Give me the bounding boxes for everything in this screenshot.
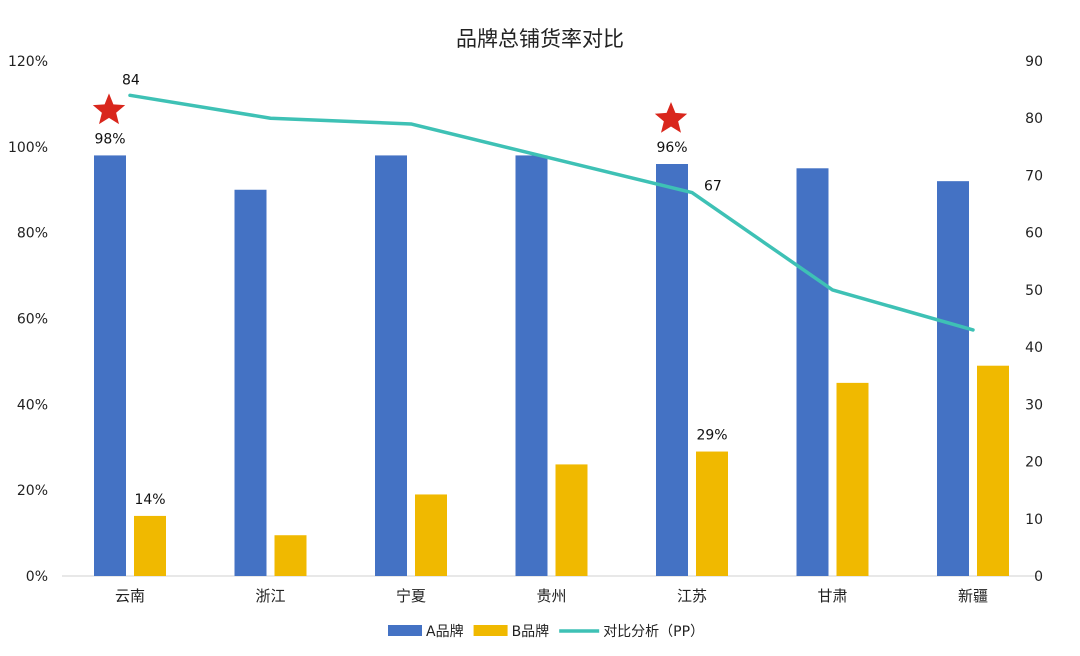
right-axis: 0 10 20 30 40 50 60 70 80 90 — [1025, 54, 1043, 585]
legend-swatch-1 — [473, 625, 508, 636]
bar-b-5 — [836, 382, 869, 576]
legend-label-1: B品牌 — [512, 623, 550, 640]
bar-b-6 — [977, 365, 1009, 576]
right-tick-label: 20 — [1025, 455, 1043, 471]
legend-label-2: 对比分析（PP） — [603, 624, 704, 640]
category-labels: 云南 浙江 宁夏 贵州 江苏 甘肃 新疆 — [115, 587, 988, 605]
line-layer — [128, 93, 975, 332]
right-tick-label: 50 — [1025, 283, 1043, 299]
right-tick-label: 60 — [1025, 226, 1043, 242]
bar-b-0 — [134, 515, 166, 576]
category-label: 贵州 — [536, 587, 566, 605]
bar-a-1 — [234, 189, 267, 576]
right-tick-label: 10 — [1025, 512, 1043, 528]
data-label: 67 — [704, 179, 722, 195]
right-tick-label: 30 — [1025, 397, 1043, 413]
data-label: 84 — [122, 72, 140, 88]
legend-swatch-0 — [388, 625, 422, 636]
star-marker-icon — [92, 93, 126, 125]
right-tick-label: 90 — [1025, 54, 1043, 70]
data-label: 96% — [656, 140, 687, 156]
data-label: 14% — [134, 492, 165, 508]
right-tick-label: 40 — [1025, 340, 1043, 356]
bar-a-3 — [515, 155, 548, 576]
category-label: 云南 — [115, 587, 145, 605]
right-tick-label: 0 — [1034, 569, 1043, 585]
bars-layer — [94, 155, 1009, 576]
bar-a-0 — [94, 155, 126, 576]
category-label: 甘肃 — [817, 587, 847, 605]
data-label: 29% — [696, 428, 727, 444]
category-label: 新疆 — [958, 587, 988, 605]
data-labels-layer: 98% 96% 14% 29% 84 67 — [94, 72, 727, 508]
right-tick-label: 80 — [1025, 111, 1043, 127]
line-series-contrast — [128, 93, 975, 332]
left-tick-label: 80% — [17, 226, 48, 242]
category-label: 宁夏 — [396, 587, 426, 605]
category-label: 江苏 — [677, 587, 707, 605]
bar-a-5 — [796, 168, 829, 576]
star-marker-icon — [654, 102, 688, 133]
right-tick-label: 70 — [1025, 168, 1043, 184]
bar-b-2 — [415, 494, 447, 576]
legend-label-0: A品牌 — [426, 623, 464, 640]
chart-title: 品牌总铺货率对比 — [456, 27, 624, 51]
category-label: 浙江 — [255, 587, 285, 605]
bar-a-6 — [937, 181, 969, 576]
left-tick-label: 60% — [17, 312, 48, 328]
left-tick-label: 20% — [17, 483, 48, 499]
bar-b-4 — [696, 451, 728, 576]
left-tick-label: 100% — [8, 140, 48, 156]
legend: A品牌 B品牌 对比分析（PP） — [388, 623, 704, 640]
data-label: 98% — [94, 131, 125, 147]
bar-a-4 — [656, 164, 688, 576]
left-tick-label: 120% — [8, 54, 48, 70]
bar-a-2 — [375, 155, 407, 576]
left-tick-label: 0% — [26, 569, 48, 585]
left-tick-label: 40% — [17, 397, 48, 413]
bar-b-1 — [274, 535, 307, 576]
bar-b-3 — [555, 464, 588, 576]
stars-layer — [92, 93, 688, 133]
left-axis: 0% 20% 40% 60% 80% 100% 120% — [8, 54, 48, 585]
